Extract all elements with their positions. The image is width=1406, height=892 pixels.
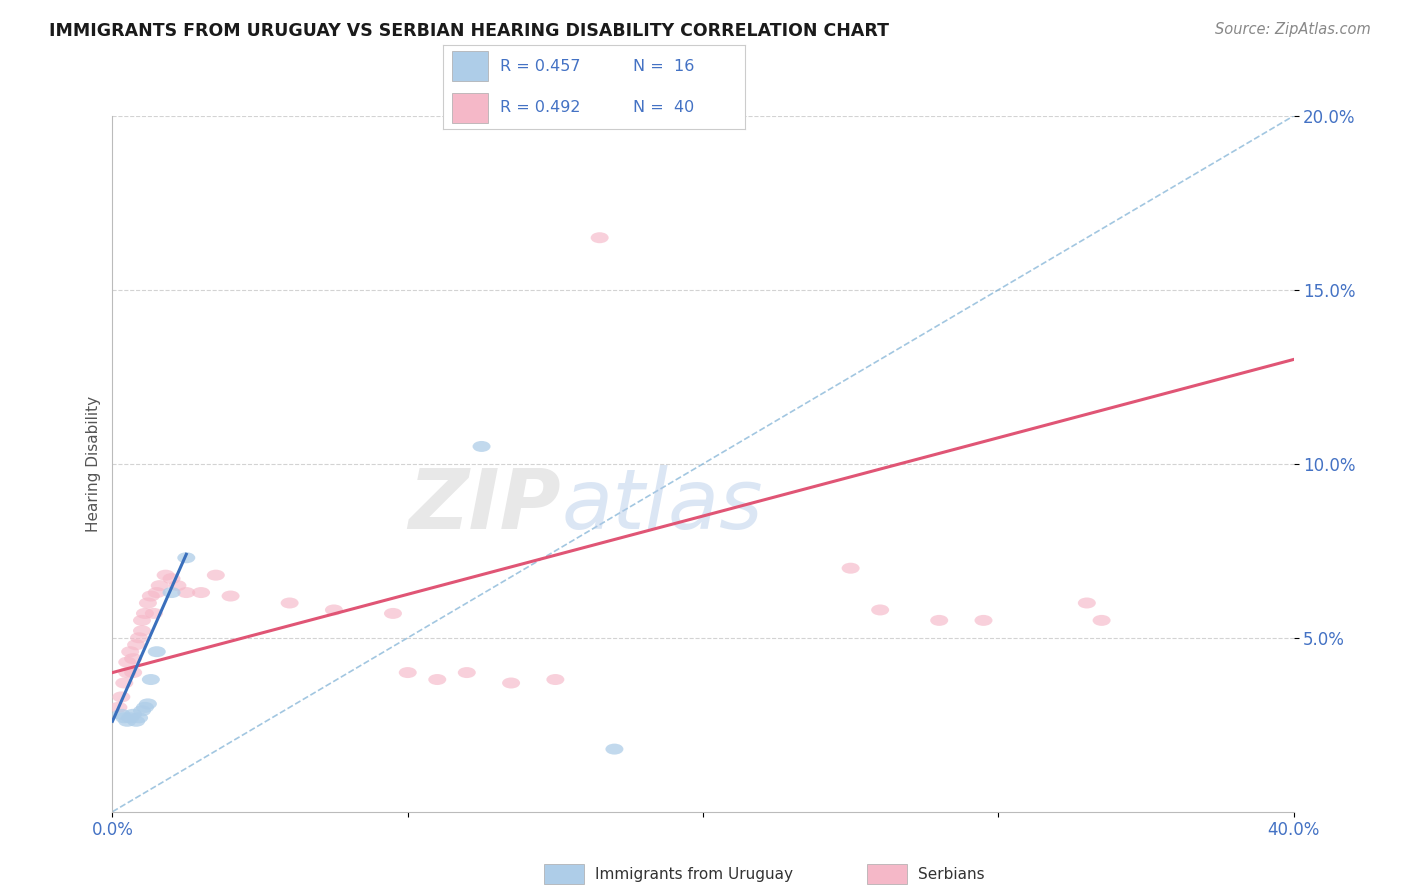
Ellipse shape: [156, 570, 174, 581]
Ellipse shape: [502, 678, 520, 689]
Ellipse shape: [134, 615, 150, 626]
Ellipse shape: [384, 608, 402, 619]
Bar: [451, 93, 488, 122]
Ellipse shape: [129, 632, 148, 643]
Bar: [544, 864, 583, 884]
Ellipse shape: [148, 587, 166, 598]
Ellipse shape: [124, 653, 142, 665]
Ellipse shape: [121, 713, 139, 723]
Ellipse shape: [127, 715, 145, 727]
Text: atlas: atlas: [561, 465, 763, 546]
Text: Serbians: Serbians: [918, 867, 984, 881]
Ellipse shape: [139, 598, 157, 608]
Ellipse shape: [115, 678, 134, 689]
Ellipse shape: [112, 709, 131, 720]
Ellipse shape: [169, 580, 187, 591]
Bar: [868, 864, 907, 884]
Ellipse shape: [325, 605, 343, 615]
Ellipse shape: [974, 615, 993, 626]
Ellipse shape: [110, 702, 128, 713]
Ellipse shape: [606, 744, 623, 755]
Ellipse shape: [142, 591, 160, 601]
Ellipse shape: [458, 667, 475, 678]
Ellipse shape: [281, 598, 298, 608]
Ellipse shape: [177, 552, 195, 563]
Ellipse shape: [222, 591, 239, 601]
Ellipse shape: [124, 667, 142, 678]
Text: N =  16: N = 16: [633, 59, 695, 74]
Ellipse shape: [129, 713, 148, 723]
Ellipse shape: [547, 674, 564, 685]
Ellipse shape: [134, 625, 150, 636]
Ellipse shape: [842, 563, 859, 574]
Ellipse shape: [134, 706, 150, 716]
Ellipse shape: [591, 232, 609, 244]
Ellipse shape: [399, 667, 416, 678]
Ellipse shape: [429, 674, 446, 685]
Ellipse shape: [136, 702, 155, 713]
Ellipse shape: [118, 715, 136, 727]
Ellipse shape: [127, 640, 145, 650]
Text: ZIP: ZIP: [409, 465, 561, 546]
Ellipse shape: [872, 605, 889, 615]
Text: Immigrants from Uruguay: Immigrants from Uruguay: [595, 867, 793, 881]
Bar: [451, 52, 488, 81]
Ellipse shape: [150, 580, 169, 591]
Ellipse shape: [112, 691, 131, 702]
Ellipse shape: [121, 646, 139, 657]
Ellipse shape: [118, 657, 136, 667]
Ellipse shape: [163, 574, 180, 584]
Ellipse shape: [115, 713, 134, 723]
Ellipse shape: [145, 608, 163, 619]
Text: IMMIGRANTS FROM URUGUAY VS SERBIAN HEARING DISABILITY CORRELATION CHART: IMMIGRANTS FROM URUGUAY VS SERBIAN HEARI…: [49, 22, 889, 40]
Text: R = 0.492: R = 0.492: [501, 100, 581, 115]
Ellipse shape: [207, 570, 225, 581]
Ellipse shape: [1092, 615, 1111, 626]
Text: N =  40: N = 40: [633, 100, 695, 115]
Ellipse shape: [1078, 598, 1095, 608]
Ellipse shape: [177, 587, 195, 598]
Y-axis label: Hearing Disability: Hearing Disability: [86, 396, 101, 532]
Ellipse shape: [136, 608, 155, 619]
Ellipse shape: [124, 709, 142, 720]
Ellipse shape: [931, 615, 948, 626]
Ellipse shape: [142, 674, 160, 685]
Ellipse shape: [472, 441, 491, 452]
Ellipse shape: [193, 587, 209, 598]
Ellipse shape: [163, 587, 180, 598]
Text: Source: ZipAtlas.com: Source: ZipAtlas.com: [1215, 22, 1371, 37]
Text: R = 0.457: R = 0.457: [501, 59, 581, 74]
Ellipse shape: [118, 667, 136, 678]
Ellipse shape: [139, 698, 157, 709]
Ellipse shape: [148, 646, 166, 657]
